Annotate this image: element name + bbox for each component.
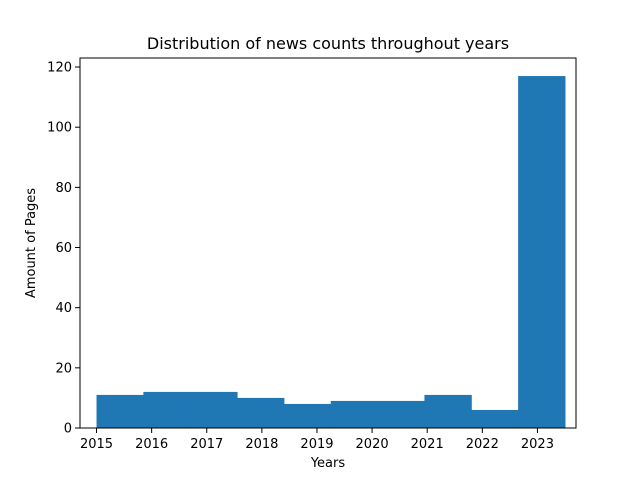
x-axis: 2015 2016 2017 2018 2019 2020 2021 2022 2023 <box>80 428 554 452</box>
x-tick-label-7: 2022 <box>466 437 499 452</box>
bar-9 <box>518 76 566 429</box>
y-tick-label-5: 100 <box>47 121 72 136</box>
y-tick-label-0: 0 <box>64 422 72 437</box>
x-tick-label-1: 2016 <box>135 437 168 452</box>
y-tick-label-2: 40 <box>55 301 72 316</box>
bar-1 <box>143 391 191 428</box>
bar-7 <box>424 394 472 428</box>
bar-2 <box>190 391 238 428</box>
bars-group <box>96 76 566 429</box>
bar-8 <box>471 409 519 428</box>
x-tick-label-3: 2018 <box>245 437 278 452</box>
x-tick-label-6: 2021 <box>411 437 444 452</box>
y-tick-label-4: 80 <box>55 181 72 196</box>
x-tick-label-4: 2019 <box>300 437 333 452</box>
chart-title: Distribution of news counts throughout y… <box>147 34 509 53</box>
x-tick-label-0: 2015 <box>80 437 113 452</box>
bar-6 <box>377 400 425 428</box>
y-axis: 0 20 40 60 80 100 120 <box>47 61 80 437</box>
y-tick-label-3: 60 <box>55 241 72 256</box>
y-tick-label-6: 120 <box>47 61 72 76</box>
x-tick-label-2: 2017 <box>190 437 223 452</box>
bar-5 <box>330 400 379 428</box>
x-tick-label-5: 2020 <box>356 437 389 452</box>
x-axis-label: Years <box>310 456 346 471</box>
bar-0 <box>96 394 144 428</box>
y-tick-label-1: 20 <box>55 361 72 376</box>
x-tick-label-8: 2023 <box>521 437 554 452</box>
bar-3 <box>237 397 285 428</box>
y-axis-label: Amount of Pages <box>24 188 39 298</box>
plot-frame <box>79 57 577 429</box>
bar-4 <box>283 403 332 428</box>
